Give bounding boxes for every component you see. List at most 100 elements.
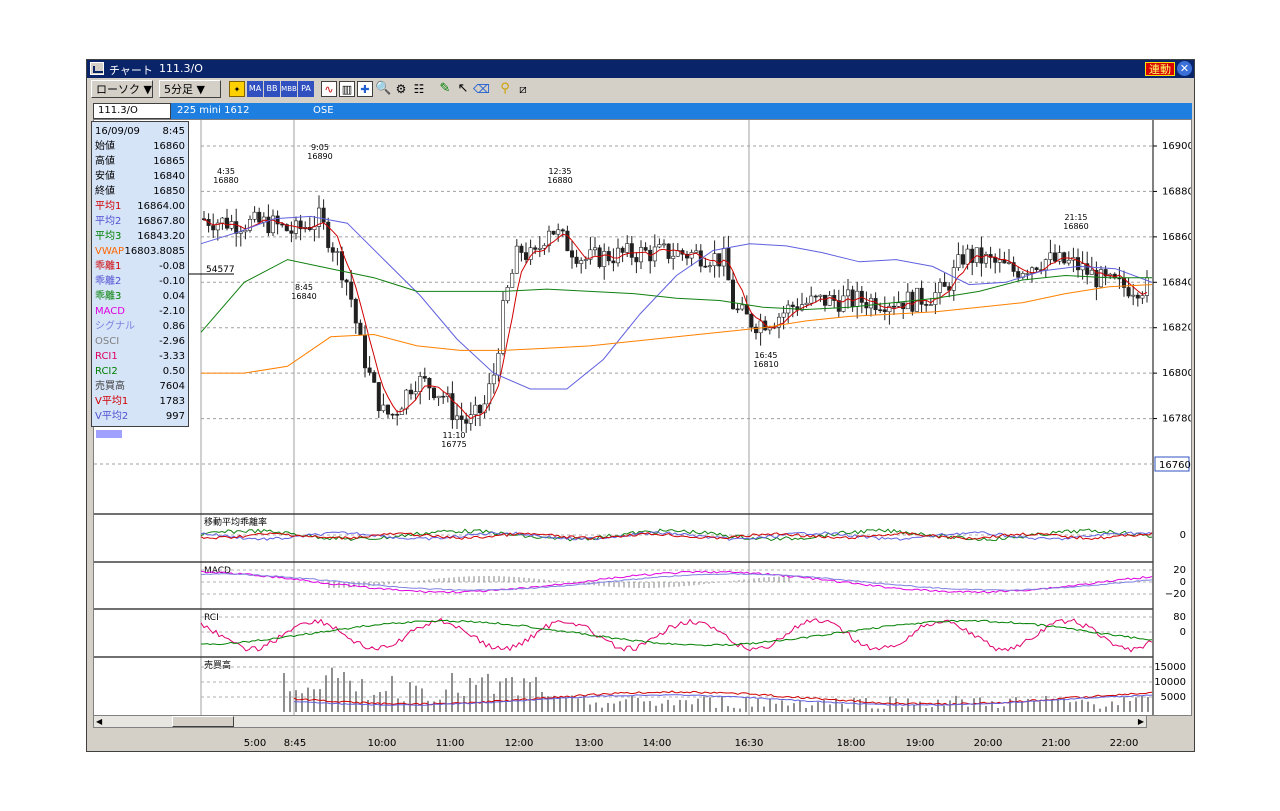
product-name: 225 mini 1612 [177,105,250,116]
candle-body [1057,252,1062,262]
scroll-right-icon[interactable]: ▶ [1137,717,1144,726]
volume-profile-bar [96,430,122,438]
candle-body [390,413,395,416]
candle-body [721,247,726,267]
subpanel-tick-label: 20 [1173,565,1186,576]
chart-area[interactable]: 16900 16880 16860 16840 16820 16800 16780 16760… [93,119,1192,716]
candle-body [592,247,597,251]
data-row: MACD -2.10 [95,304,185,319]
data-row-value: 16803.8085 [124,246,185,257]
candle-body [956,254,961,268]
candle-body [970,248,975,263]
mbb-icon[interactable]: MBB [281,81,297,97]
current-price-box [1154,456,1190,472]
data-row-value: 16840 [153,171,185,182]
data-row-value: -2.10 [159,306,185,317]
candle-body [257,211,262,223]
pointer-icon[interactable]: ↖ [455,81,471,97]
subpanel-tick-label: 0 [1180,577,1186,588]
data-row-value: 0.50 [162,366,185,377]
symbol-info-bar: 111.3/O 225 mini 1612 OSE [93,103,1192,119]
data-row-value: 16867.80 [137,216,185,227]
candle-body [891,305,896,308]
candle-body [1006,262,1011,264]
price-tick-label: 16900 [1162,141,1191,152]
candle-body [910,291,915,312]
data-row: 平均2 16867.80 [95,214,185,229]
search-find-icon[interactable]: ⚲ [497,81,513,97]
zoom-icon[interactable]: 🔍 [375,81,392,97]
chart-canvas[interactable]: 16900 16880 16860 16840 16820 16800 16780 16760… [94,120,1191,715]
candle-body [634,257,639,263]
data-row-label: 平均1 [95,201,122,212]
candle-body [611,260,616,264]
window-symbol: 111.3/O [159,62,203,75]
candle-body [537,247,542,250]
cursor-chart-icon[interactable]: ✚ [357,81,373,97]
candle-body [569,250,574,258]
close-icon[interactable]: ✕ [1177,61,1192,76]
settings-gear-icon[interactable]: ⚙ [393,81,409,97]
time-label: 11:00 [435,738,465,749]
ma-icon[interactable]: MA [247,81,263,97]
candle-body [1016,271,1021,278]
bollinger-icon[interactable]: BB [264,81,280,97]
data-row-label: 乖離3 [95,291,122,302]
eraser-icon[interactable]: ⌫ [473,81,490,97]
indicator-settings-icon[interactable]: ✦ [229,81,245,97]
volume-profile-value: 54577 [206,265,235,275]
candle-body [358,322,363,336]
candle-body [887,305,892,313]
candle-body [477,404,482,414]
subpanel-tick-label: 5000 [1161,692,1186,703]
candle-body [983,254,988,264]
candle-body [514,245,519,274]
candle-body [878,309,883,312]
candle-body [689,252,694,259]
candle-body [542,245,547,249]
data-row: V平均2 997 [95,409,185,424]
candle-body [349,281,354,300]
interval-select[interactable]: 5分足 ▼ [159,80,221,98]
pa-icon[interactable]: PA [298,81,314,97]
data-row: 乖離2 -0.10 [95,274,185,289]
candle-body [896,302,901,307]
candle-body [960,254,965,265]
candle-body [813,295,818,298]
price-tick-label: 16820 [1162,323,1191,334]
candle-body [776,316,781,328]
pen-draw-icon[interactable]: ✎ [437,81,453,97]
candle-body [1011,262,1016,272]
candle-body [1066,259,1071,264]
window-title: チャート [109,64,153,77]
candle-body [243,229,248,233]
deviation1-line [200,532,1153,541]
symbol-field[interactable]: 111.3/O [93,103,171,119]
annotation-price: 16880 [213,176,238,185]
candle-body [519,245,524,253]
scroll-thumb[interactable] [172,716,234,727]
candle-body [381,404,386,412]
line-chart-icon[interactable]: ∿ [321,81,337,97]
time-label: 16:30 [734,738,764,749]
candle-chart-icon[interactable]: ▥ [339,81,355,97]
annotation-time: 16:45 [754,351,777,360]
chart-type-select[interactable]: ローソク ▼ [91,80,153,98]
chart-window: チャート 111.3/O 連動 ✕ ローソク ▼ 5分足 ▼ ✦ MA BB M… [86,59,1195,752]
data-window-panel: 16/09/09 8:45 始値 16860 高値 16865 安値 16840 終値 16850… [91,121,189,427]
data-row-value: -2.96 [159,336,185,347]
horizontal-scrollbar[interactable]: ◀ ▶ [93,715,1147,728]
candle-body [615,247,620,264]
scroll-left-icon[interactable]: ◀ [96,717,103,726]
data-row: RCI2 0.50 [95,364,185,379]
bar-grid-icon[interactable]: ☷ [411,81,427,97]
candle-body [1048,252,1053,260]
ma2-line [200,215,1153,390]
subpanel-title: 売買高 [204,659,231,671]
candle-body [735,308,740,311]
line-tool-icon[interactable]: ⧄ [515,81,531,97]
candle-body [1029,267,1034,274]
data-row-value: 0.04 [162,291,185,302]
link-toggle-button[interactable]: 連動 [1145,62,1175,76]
data-row-value: 16860 [153,141,185,152]
